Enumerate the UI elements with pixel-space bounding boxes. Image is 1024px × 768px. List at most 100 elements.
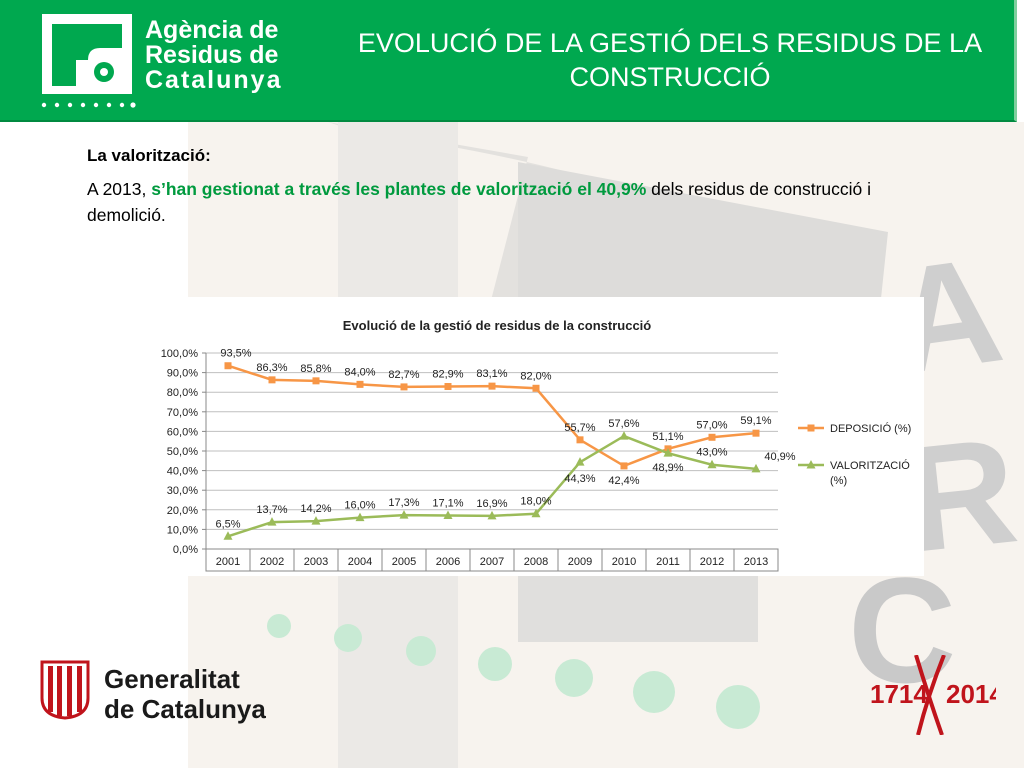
- data-point: [575, 457, 585, 466]
- data-point: [443, 510, 453, 519]
- x-tick-label: 2007: [480, 556, 504, 568]
- data-label: 6,5%: [215, 518, 240, 530]
- y-tick-label: 90,0%: [167, 368, 198, 380]
- data-point: [355, 512, 365, 522]
- generalitat-line-1: Generalitat: [104, 664, 240, 694]
- x-tick-label: 2006: [436, 556, 460, 568]
- data-label: 13,7%: [256, 504, 287, 516]
- header-bar: Agència de Residus de Catalunya EVOLUCIÓ…: [0, 0, 1017, 122]
- anniversary-year-right: 2014: [946, 679, 996, 709]
- x-tick-label: 2013: [744, 556, 768, 568]
- y-tick-label: 20,0%: [167, 505, 198, 517]
- data-point: [267, 517, 277, 526]
- data-point: [531, 508, 541, 518]
- data-label: 57,6%: [608, 418, 639, 430]
- page-title: EVOLUCIÓ DE LA GESTIÓ DELS RESIDUS DE LA…: [357, 28, 983, 92]
- data-point: [224, 362, 232, 370]
- data-point: [707, 459, 717, 469]
- data-label: 48,9%: [652, 462, 683, 474]
- y-tick-label: 40,0%: [167, 466, 198, 478]
- y-tick-label: 100,0%: [161, 348, 199, 360]
- data-point: [708, 433, 716, 441]
- agency-name-line-1: Agència de: [145, 16, 279, 44]
- anniversary-year-left: 1714: [870, 679, 928, 709]
- data-label: 42,4%: [608, 475, 639, 487]
- data-point: [751, 463, 761, 473]
- data-label: 40,9%: [764, 451, 795, 463]
- data-label: 57,0%: [696, 419, 727, 431]
- data-label: 16,9%: [476, 498, 507, 510]
- logo-dots-icon: [41, 102, 136, 108]
- agency-name-line-3: Catalunya: [145, 66, 283, 94]
- intro-text-before: A 2013,: [87, 179, 152, 199]
- line-chart: Evolució de la gestió de residus de la c…: [161, 318, 911, 572]
- x-tick-label: 2004: [348, 556, 372, 568]
- data-label: 17,1%: [432, 497, 463, 509]
- chart-panel: Evolució de la gestió de residus de la c…: [134, 297, 924, 576]
- x-tick-label: 2002: [260, 556, 284, 568]
- data-label: 82,7%: [388, 369, 419, 381]
- data-point: [487, 510, 497, 520]
- data-point: [619, 431, 629, 440]
- data-point: [620, 462, 628, 470]
- data-point: [400, 383, 408, 391]
- x-tick-label: 2001: [216, 556, 240, 568]
- intro-text-highlight: s’han gestionat a través les plantes de …: [151, 179, 647, 199]
- data-point: [663, 448, 673, 457]
- y-tick-label: 0,0%: [173, 544, 198, 556]
- x-tick-label: 2008: [524, 556, 548, 568]
- y-tick-label: 60,0%: [167, 426, 198, 438]
- x-tick-label: 2005: [392, 556, 416, 568]
- data-label: 86,3%: [256, 362, 287, 374]
- generalitat-shield-icon: [40, 660, 90, 720]
- data-label: 59,1%: [740, 415, 771, 427]
- x-tick-label: 2003: [304, 556, 328, 568]
- data-point: [399, 510, 409, 519]
- data-label: 83,1%: [476, 368, 507, 380]
- legend-marker: [806, 460, 816, 469]
- data-label: 14,2%: [300, 503, 331, 515]
- data-label: 82,0%: [520, 370, 551, 382]
- data-point: [312, 377, 320, 385]
- y-tick-label: 30,0%: [167, 485, 198, 497]
- chart-title: Evolució de la gestió de residus de la c…: [343, 318, 652, 333]
- generalitat-wordmark: Generalitat de Catalunya: [104, 664, 266, 724]
- legend-label: VALORITZACIÓ: [830, 459, 910, 472]
- section-label: La valorització:: [87, 146, 211, 165]
- anniversary-logo: 1714 2014: [870, 655, 996, 735]
- legend-label: DEPOSICIÓ (%): [830, 422, 911, 435]
- generalitat-line-2: de Catalunya: [104, 694, 266, 724]
- data-label: 51,1%: [652, 431, 683, 443]
- data-label: 82,9%: [432, 369, 463, 381]
- y-tick-label: 80,0%: [167, 387, 198, 399]
- data-label: 17,3%: [388, 497, 419, 509]
- x-axis-table: [205, 548, 779, 572]
- data-label: 44,3%: [564, 473, 595, 485]
- agency-name: Agència de Residus de Catalunya: [145, 18, 282, 93]
- data-point: [752, 429, 760, 437]
- data-point: [311, 516, 321, 525]
- data-point: [532, 384, 540, 392]
- x-tick-label: 2012: [700, 556, 724, 568]
- data-label: 84,0%: [344, 366, 375, 378]
- data-label: 43,0%: [696, 447, 727, 459]
- agency-name-line-2: Residus de: [145, 41, 279, 69]
- data-label: 55,7%: [564, 422, 595, 434]
- data-label: 85,8%: [300, 363, 331, 375]
- data-point: [223, 531, 233, 540]
- y-tick-label: 70,0%: [167, 407, 198, 419]
- intro-paragraph: A 2013, s’han gestionat a través les pla…: [87, 176, 947, 228]
- x-tick-label: 2009: [568, 556, 592, 568]
- data-label: 16,0%: [344, 500, 375, 512]
- y-tick-label: 50,0%: [167, 446, 198, 458]
- legend-marker: [807, 424, 815, 432]
- data-point: [356, 380, 364, 388]
- data-point: [444, 383, 452, 391]
- x-tick-label: 2011: [656, 556, 680, 568]
- y-tick-label: 10,0%: [167, 524, 198, 536]
- data-point: [576, 436, 584, 444]
- intro-text-after: dels residus de construcció i demolició.: [87, 179, 872, 225]
- data-label: 93,5%: [220, 348, 251, 360]
- data-point: [488, 382, 496, 390]
- data-label: 18,0%: [520, 496, 551, 508]
